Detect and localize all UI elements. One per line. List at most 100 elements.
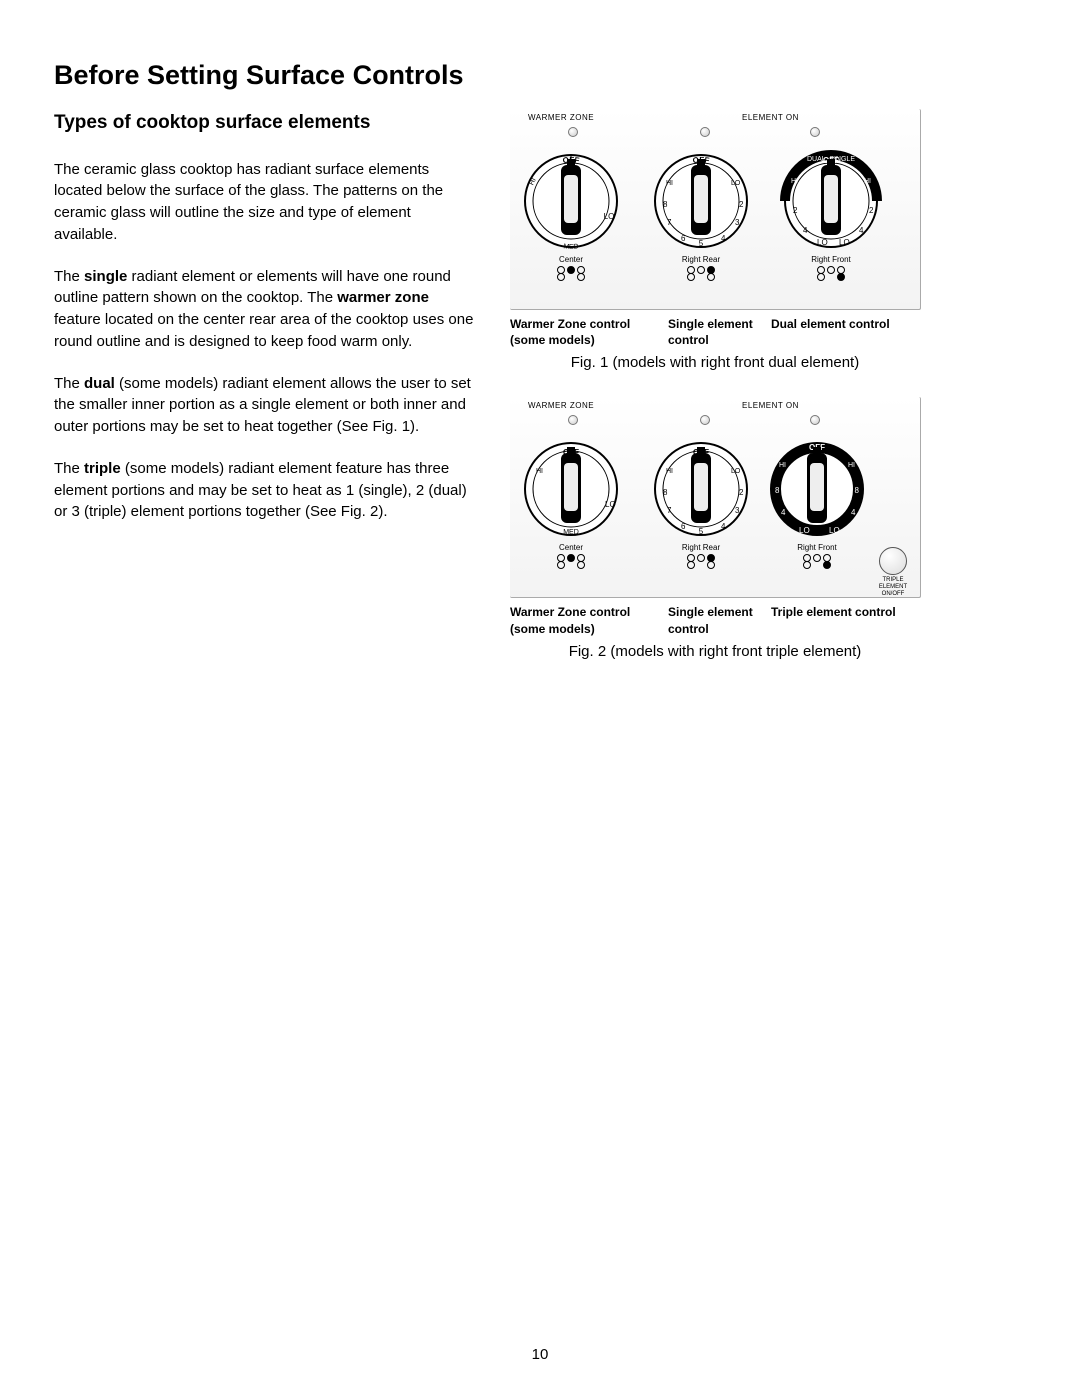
paragraph-4: The triple (some models) radiant element… bbox=[54, 458, 474, 523]
paragraph-2: The single radiant element or elements w… bbox=[54, 266, 474, 353]
fig1-column-labels: Warmer Zone control(some models) Single … bbox=[510, 316, 920, 348]
element-on-label: ELEMENT ON bbox=[742, 401, 799, 410]
svg-text:4: 4 bbox=[803, 226, 808, 235]
svg-text:7: 7 bbox=[667, 218, 672, 227]
fig2-caption: Fig. 2 (models with right front triple e… bbox=[510, 643, 920, 660]
svg-text:4: 4 bbox=[721, 522, 726, 531]
indicator-led-icon bbox=[810, 127, 820, 137]
svg-text:MED: MED bbox=[563, 529, 579, 536]
triple-element-button: TRIPLE ELEMENT ON/OFF bbox=[872, 547, 914, 597]
svg-text:HI: HI bbox=[791, 178, 798, 185]
svg-text:2: 2 bbox=[869, 206, 874, 215]
body-text-column: Types of cooktop surface elements The ce… bbox=[54, 109, 474, 686]
svg-text:8: 8 bbox=[855, 486, 860, 495]
svg-text:HI: HI bbox=[666, 468, 673, 475]
section-title: Types of cooktop surface elements bbox=[54, 109, 474, 137]
bold-single: single bbox=[84, 268, 127, 285]
svg-text:4: 4 bbox=[781, 508, 786, 517]
svg-text:LO: LO bbox=[829, 526, 840, 535]
fig1-label-dual: Dual element control bbox=[771, 316, 920, 348]
knob-right-rear: OFF HI LO 8 7 6 5 4 3 2 Right Re bbox=[646, 437, 756, 574]
figures-column: WARMER ZONE ELEMENT ON bbox=[510, 109, 1026, 686]
svg-text:4: 4 bbox=[859, 226, 864, 235]
round-button-icon bbox=[879, 547, 907, 575]
paragraph-3: The dual (some models) radiant element a… bbox=[54, 373, 474, 438]
svg-text:HI: HI bbox=[536, 468, 543, 475]
knob-right-rear: OFF HI LO 8 7 6 5 4 3 2 bbox=[646, 149, 756, 286]
page-number: 10 bbox=[0, 1346, 1080, 1363]
svg-text:2: 2 bbox=[739, 200, 744, 209]
svg-text:2: 2 bbox=[739, 488, 744, 497]
knob-dial-icon: OFF HI LO 8 7 6 5 4 3 2 bbox=[649, 437, 753, 541]
fig1-caption: Fig. 1 (models with right front dual ele… bbox=[510, 354, 920, 371]
svg-text:6: 6 bbox=[681, 234, 686, 243]
fig1-label-single: Single element control bbox=[668, 316, 771, 348]
svg-text:HI: HI bbox=[848, 462, 855, 469]
svg-text:LO: LO bbox=[817, 238, 828, 247]
svg-text:LO: LO bbox=[604, 212, 615, 221]
svg-text:3: 3 bbox=[735, 218, 740, 227]
bold-triple: triple bbox=[84, 460, 121, 477]
control-panel-fig1: WARMER ZONE ELEMENT ON bbox=[510, 109, 921, 310]
indicator-led-icon bbox=[700, 127, 710, 137]
svg-text:HI: HI bbox=[779, 462, 786, 469]
knob-sublabel: Right Rear bbox=[646, 543, 756, 552]
svg-text:4: 4 bbox=[851, 508, 856, 517]
text: The bbox=[54, 375, 84, 392]
triple-btn-line3: ON/OFF bbox=[872, 591, 914, 598]
fig2-label-warmer: Warmer Zone control(some models) bbox=[510, 604, 668, 636]
indicator-led-icon bbox=[568, 415, 578, 425]
svg-text:8: 8 bbox=[775, 486, 780, 495]
knob-sublabel: Right Front bbox=[776, 255, 886, 264]
knob-right-front-dual: OFF DUAL SINGLE HI HI 2 4 LO LO 4 2 bbox=[776, 149, 886, 286]
burner-position-icon bbox=[802, 554, 832, 568]
element-on-label: ELEMENT ON bbox=[742, 113, 799, 122]
fig2-label-single: Single element control bbox=[668, 604, 771, 636]
page-title: Before Setting Surface Controls bbox=[54, 60, 1026, 91]
burner-position-icon bbox=[556, 554, 586, 568]
knob-dial-icon: OFF DUAL SINGLE HI HI 2 4 LO LO 4 2 bbox=[779, 149, 883, 253]
knob-center: OFF HI MED LO Center bbox=[516, 149, 626, 286]
svg-text:MED: MED bbox=[563, 243, 579, 251]
svg-text:6: 6 bbox=[681, 522, 686, 531]
burner-position-icon bbox=[686, 554, 716, 568]
burner-position-icon bbox=[816, 266, 846, 280]
paragraph-1: The ceramic glass cooktop has radiant su… bbox=[54, 159, 474, 246]
warmer-zone-label: WARMER ZONE bbox=[528, 113, 594, 122]
svg-text:4: 4 bbox=[721, 234, 726, 243]
indicator-led-icon bbox=[568, 127, 578, 137]
knob-dial-icon: OFF HI MED LO bbox=[519, 149, 623, 253]
knob-sublabel: Right Front bbox=[762, 543, 872, 552]
knob-dial-icon: OFF HI LO 8 7 6 5 4 3 2 bbox=[649, 149, 753, 253]
svg-text:5: 5 bbox=[699, 239, 704, 248]
svg-text:7: 7 bbox=[667, 506, 672, 515]
svg-text:5: 5 bbox=[699, 527, 704, 536]
svg-text:2: 2 bbox=[793, 206, 798, 215]
manual-page: Before Setting Surface Controls Types of… bbox=[0, 0, 1080, 1397]
svg-text:LO: LO bbox=[731, 468, 741, 475]
svg-text:LO: LO bbox=[799, 526, 810, 535]
svg-text:LO: LO bbox=[839, 238, 850, 247]
svg-text:HI: HI bbox=[864, 178, 871, 185]
two-column-layout: Types of cooktop surface elements The ce… bbox=[54, 109, 1026, 686]
svg-text:HI: HI bbox=[666, 180, 673, 187]
knob-sublabel: Center bbox=[516, 255, 626, 264]
svg-text:LO: LO bbox=[731, 180, 741, 187]
knob-sublabel: Right Rear bbox=[646, 255, 756, 264]
text: The bbox=[54, 268, 84, 285]
text: (some models) radiant element allows the… bbox=[54, 375, 471, 436]
svg-text:LO: LO bbox=[605, 500, 616, 509]
fig2-column-labels: Warmer Zone control(some models) Single … bbox=[510, 604, 920, 636]
svg-text:8: 8 bbox=[663, 200, 668, 209]
text: The bbox=[54, 460, 84, 477]
triple-btn-line2: ELEMENT bbox=[872, 584, 914, 591]
control-panel-fig2: WARMER ZONE ELEMENT ON OFF HI MED LO bbox=[510, 397, 921, 598]
svg-text:DUAL: DUAL bbox=[807, 156, 826, 163]
knob-dial-icon: OFF HI HI 8 4 LO LO 4 8 bbox=[765, 437, 869, 541]
indicator-led-icon bbox=[810, 415, 820, 425]
text: feature located on the center rear area … bbox=[54, 311, 473, 350]
fig1-label-warmer: Warmer Zone control(some models) bbox=[510, 316, 668, 348]
burner-position-icon bbox=[556, 266, 586, 280]
knob-dial-icon: OFF HI MED LO bbox=[519, 437, 623, 541]
knob-center: OFF HI MED LO Center bbox=[516, 437, 626, 574]
